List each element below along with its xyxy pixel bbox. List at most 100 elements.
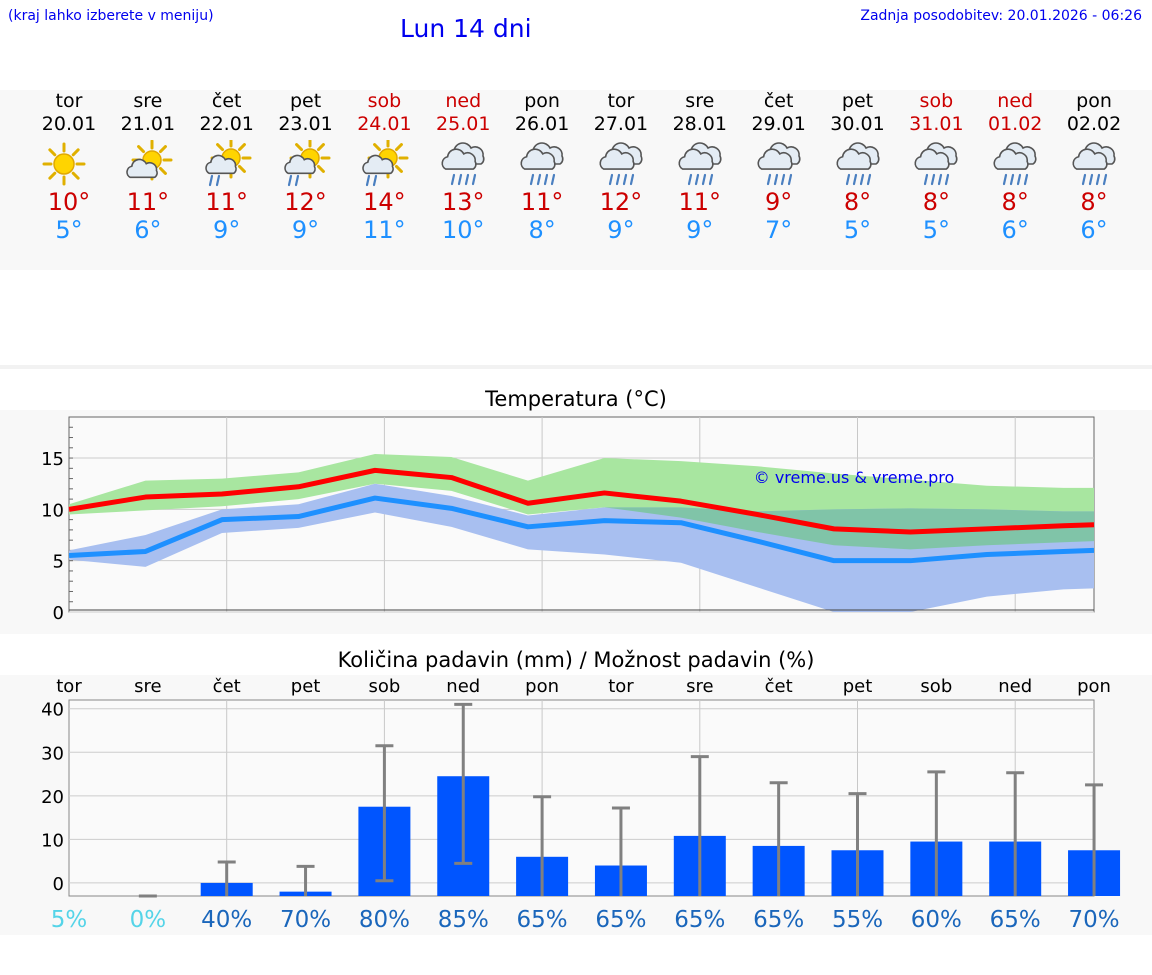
forecast-day: sre 21.01 11° 6° bbox=[108, 90, 188, 244]
max-temp-line bbox=[68, 467, 1095, 535]
day-date: 26.01 bbox=[514, 113, 570, 135]
max-temp: 11° bbox=[520, 188, 564, 216]
min-temp: 6° bbox=[1080, 216, 1108, 244]
precip-probability: 80% bbox=[359, 907, 410, 933]
y-tick-label: 30 bbox=[41, 743, 64, 764]
precip-probability: 65% bbox=[753, 907, 804, 933]
day-name: pon bbox=[1076, 90, 1112, 112]
max-temp: 11° bbox=[205, 188, 248, 216]
max-temp: 13° bbox=[441, 188, 485, 216]
day-name: pon bbox=[524, 90, 560, 112]
weather-icon bbox=[993, 142, 1037, 186]
sun-icon bbox=[42, 142, 86, 186]
max-temp: 8° bbox=[922, 188, 950, 216]
day-date: 20.01 bbox=[41, 113, 97, 135]
day-name: ned bbox=[445, 90, 482, 112]
weather-icon bbox=[362, 140, 409, 187]
divider bbox=[0, 365, 1152, 369]
day-date: 27.01 bbox=[593, 113, 649, 135]
day-label: sre bbox=[686, 676, 713, 697]
day-date: 01.02 bbox=[987, 113, 1043, 135]
day-label: pet bbox=[843, 676, 873, 697]
forecast-day: sre 28.01 11° 9° bbox=[660, 90, 740, 244]
forecast-day: pet 30.01 8° 5° bbox=[818, 90, 898, 244]
sun-cloud-rain-icon bbox=[362, 140, 409, 187]
day-name: pet bbox=[289, 90, 322, 112]
cloud-rain-icon bbox=[441, 142, 485, 186]
forecast-day: pon 26.01 11° 8° bbox=[502, 90, 582, 244]
min-temp: 5° bbox=[55, 216, 83, 244]
day-name: sre bbox=[133, 90, 163, 112]
weather-icon bbox=[1072, 142, 1116, 186]
min-temp: 9° bbox=[607, 216, 635, 244]
weather-icon bbox=[42, 142, 86, 186]
day-date: 21.01 bbox=[120, 113, 176, 135]
watermark: © vreme.us & vreme.pro bbox=[754, 468, 955, 487]
max-temp: 9° bbox=[765, 188, 793, 216]
weather-icon bbox=[914, 142, 958, 186]
y-tick-label: 0 bbox=[53, 603, 64, 624]
day-name: ned bbox=[997, 90, 1034, 112]
precipitation-chart: tor sre čet pet sob ned pon tor sre čet pet sob ned p… bbox=[41, 676, 1121, 933]
precip-probability: 70% bbox=[280, 907, 331, 933]
weather-icon bbox=[599, 142, 643, 186]
day-date: 29.01 bbox=[751, 113, 806, 135]
cloud-rain-icon bbox=[836, 142, 880, 186]
day-date: 31.01 bbox=[909, 113, 964, 135]
day-date: 23.01 bbox=[278, 113, 333, 135]
forecast-day: čet 22.01 11° 9° bbox=[187, 90, 267, 244]
cloud-rain-icon bbox=[1072, 142, 1116, 186]
forecast-day: čet 29.01 9° 7° bbox=[739, 90, 819, 244]
min-temp-line bbox=[68, 495, 1095, 564]
max-temp: 14° bbox=[363, 188, 406, 216]
precip-probability: 60% bbox=[911, 907, 962, 933]
weather-icon bbox=[204, 140, 252, 187]
sun-cloud-rain-icon bbox=[283, 140, 331, 187]
day-date: 25.01 bbox=[436, 113, 491, 135]
day-name: pet bbox=[841, 90, 874, 112]
min-temp: 11° bbox=[363, 216, 406, 244]
sun-cloud-icon bbox=[126, 140, 173, 181]
day-date: 02.02 bbox=[1066, 113, 1122, 135]
day-label: pon bbox=[1077, 676, 1111, 697]
day-label: čet bbox=[213, 676, 241, 697]
y-tick-label: 40 bbox=[41, 700, 64, 721]
y-tick-label: 15 bbox=[41, 449, 64, 470]
max-temp: 12° bbox=[599, 188, 643, 216]
forecast-day: ned 25.01 13° 10° bbox=[423, 90, 503, 244]
min-temp: 5° bbox=[922, 216, 950, 244]
day-label: pon bbox=[525, 676, 559, 697]
day-name: čet bbox=[211, 90, 242, 112]
day-label: sob bbox=[368, 676, 400, 697]
y-tick-label: 0 bbox=[53, 874, 64, 895]
min-temp: 8° bbox=[528, 216, 556, 244]
cloud-rain-icon bbox=[757, 142, 801, 186]
max-temp: 8° bbox=[1080, 188, 1108, 216]
weather-icon bbox=[283, 140, 331, 187]
day-name: sob bbox=[367, 90, 402, 112]
min-temp: 5° bbox=[843, 216, 872, 244]
day-name: sob bbox=[919, 90, 954, 112]
day-name: tor bbox=[607, 90, 635, 112]
weather-icon bbox=[520, 142, 564, 186]
precip-probability: 0% bbox=[130, 907, 167, 933]
weather-icon bbox=[441, 142, 485, 186]
max-temp: 8° bbox=[843, 188, 872, 216]
precip-probability: 70% bbox=[1068, 907, 1119, 933]
precip-probability: 65% bbox=[674, 907, 725, 933]
precip-probability: 40% bbox=[201, 907, 252, 933]
precip-probability: 65% bbox=[517, 907, 568, 933]
day-label: tor bbox=[608, 676, 634, 697]
day-date: 22.01 bbox=[199, 113, 254, 135]
cloud-rain-icon bbox=[599, 142, 643, 186]
precip-probability: 65% bbox=[990, 907, 1041, 933]
max-temp: 10° bbox=[47, 188, 91, 216]
location-hint: (kraj lahko izberete v meniju) bbox=[8, 8, 214, 24]
temperature-chart: 0 5 10 15 © vreme.us & vreme.pro bbox=[41, 416, 1095, 624]
day-name: čet bbox=[763, 90, 794, 112]
cloud-rain-icon bbox=[678, 142, 722, 186]
forecast-day: tor 27.01 12° 9° bbox=[581, 90, 661, 244]
forecast-strip bbox=[0, 90, 1152, 270]
max-temp: 8° bbox=[1001, 188, 1029, 216]
min-temp: 6° bbox=[1001, 216, 1029, 244]
